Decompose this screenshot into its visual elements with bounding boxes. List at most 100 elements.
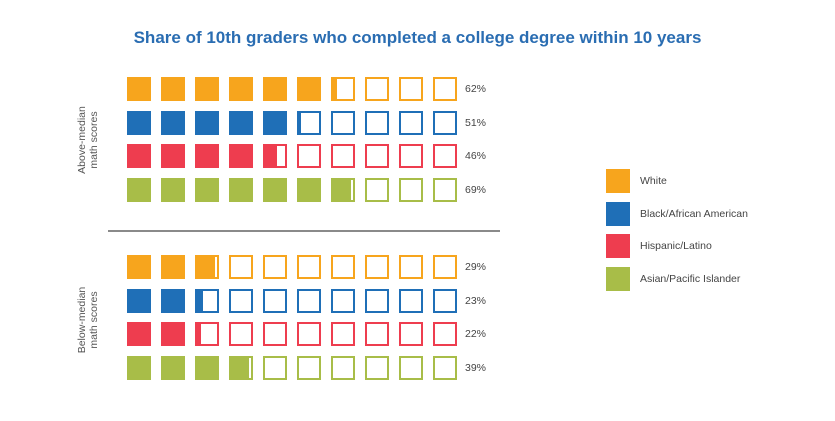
icon-cell-fill [265, 113, 285, 133]
icon-cell-black-african-american [365, 111, 389, 135]
icon-cell-white [331, 77, 355, 101]
icon-cell-hispanic-latino [263, 322, 287, 346]
icon-cell-black-african-american [331, 289, 355, 313]
icon-cell-fill [231, 146, 251, 166]
icon-cell-fill [299, 113, 301, 133]
icon-cell-black-african-american [263, 111, 287, 135]
icon-cell-hispanic-latino [127, 322, 151, 346]
icon-cell-black-african-american [297, 111, 321, 135]
value-label: 62% [465, 83, 487, 95]
icon-cell-black-african-american [331, 111, 355, 135]
value-label: 22% [465, 328, 487, 340]
group-label-above-median-math-scores: Above-median math scores [76, 90, 100, 190]
icon-cell-asian-pacific-islander [433, 178, 457, 202]
icon-cell-white [195, 77, 219, 101]
icon-cell-asian-pacific-islander [229, 178, 253, 202]
icon-cell-hispanic-latino [433, 322, 457, 346]
icon-cell-asian-pacific-islander [161, 178, 185, 202]
legend-swatch [606, 202, 630, 226]
icon-cell-fill [129, 358, 149, 378]
icon-cell-asian-pacific-islander [263, 356, 287, 380]
icon-cell-fill [197, 113, 217, 133]
legend-item-asian-pacific-islander: Asian/Pacific Islander [606, 267, 806, 291]
legend-label: Hispanic/Latino [640, 240, 712, 252]
icon-cell-fill [231, 79, 251, 99]
legend-swatch [606, 234, 630, 258]
group-label-line: math scores [88, 291, 100, 349]
icon-cell-fill [197, 291, 203, 311]
icon-cell-black-african-american [399, 289, 423, 313]
icon-cell-white [127, 77, 151, 101]
icon-cell-hispanic-latino [365, 144, 389, 168]
icon-cell-black-african-american [365, 289, 389, 313]
icon-cell-asian-pacific-islander [433, 356, 457, 380]
icon-cell-asian-pacific-islander [127, 178, 151, 202]
legend-item-black-african-american: Black/African American [606, 202, 806, 226]
icon-cell-hispanic-latino [229, 144, 253, 168]
icon-cell-fill [333, 79, 337, 99]
icon-cell-white [399, 255, 423, 279]
icon-cell-fill [163, 257, 183, 277]
icon-cell-black-african-american [433, 111, 457, 135]
group-label-line: Above-median [76, 106, 88, 174]
icon-cell-white [195, 255, 219, 279]
icon-cell-hispanic-latino [161, 144, 185, 168]
icon-cell-fill [129, 79, 149, 99]
icon-cell-hispanic-latino [195, 144, 219, 168]
icon-cell-fill [265, 79, 285, 99]
legend-swatch [606, 267, 630, 291]
value-label: 29% [465, 261, 487, 273]
icon-cell-black-african-american [263, 289, 287, 313]
value-label: 51% [465, 117, 487, 129]
icon-cell-asian-pacific-islander [297, 178, 321, 202]
icon-cell-fill [197, 79, 217, 99]
legend-swatch [606, 169, 630, 193]
icon-cell-black-african-american [127, 111, 151, 135]
icon-cell-asian-pacific-islander [263, 178, 287, 202]
icon-cell-black-african-american [433, 289, 457, 313]
icon-cell-fill [129, 146, 149, 166]
icon-cell-fill [197, 358, 217, 378]
icon-cell-white [263, 77, 287, 101]
icon-cell-fill [299, 79, 319, 99]
icon-cell-black-african-american [195, 111, 219, 135]
icon-cell-fill [163, 113, 183, 133]
icon-cell-fill [197, 257, 215, 277]
icon-cell-fill [163, 79, 183, 99]
icon-cell-fill [129, 291, 149, 311]
icon-cell-fill [129, 113, 149, 133]
icon-cell-fill [197, 180, 217, 200]
value-label: 39% [465, 362, 487, 374]
icon-cell-white [161, 255, 185, 279]
icon-cell-hispanic-latino [297, 322, 321, 346]
icon-cell-fill [163, 180, 183, 200]
legend-label: Asian/Pacific Islander [640, 273, 741, 285]
icon-cell-asian-pacific-islander [331, 178, 355, 202]
value-label: 69% [465, 184, 487, 196]
value-label: 46% [465, 150, 487, 162]
icon-cell-hispanic-latino [331, 322, 355, 346]
icon-cell-fill [129, 324, 149, 344]
icon-cell-hispanic-latino [127, 144, 151, 168]
icon-cell-hispanic-latino [229, 322, 253, 346]
value-label: 23% [465, 295, 487, 307]
icon-cell-black-african-american [229, 289, 253, 313]
icon-cell-black-african-american [161, 289, 185, 313]
icon-cell-asian-pacific-islander [195, 356, 219, 380]
icon-cell-white [161, 77, 185, 101]
icon-cell-fill [163, 146, 183, 166]
icon-cell-asian-pacific-islander [399, 356, 423, 380]
icon-cell-hispanic-latino [331, 144, 355, 168]
icon-cell-white [365, 255, 389, 279]
icon-cell-fill [231, 180, 251, 200]
icon-cell-hispanic-latino [365, 322, 389, 346]
group-label-line: math scores [88, 111, 100, 169]
icon-cell-fill [333, 180, 351, 200]
group-label-below-median-math-scores: Below-median math scores [76, 270, 100, 370]
legend-label: White [640, 175, 667, 187]
icon-cell-black-african-american [229, 111, 253, 135]
icon-cell-fill [163, 324, 183, 344]
icon-cell-fill [197, 324, 201, 344]
icon-cell-white [365, 77, 389, 101]
icon-cell-asian-pacific-islander [229, 356, 253, 380]
